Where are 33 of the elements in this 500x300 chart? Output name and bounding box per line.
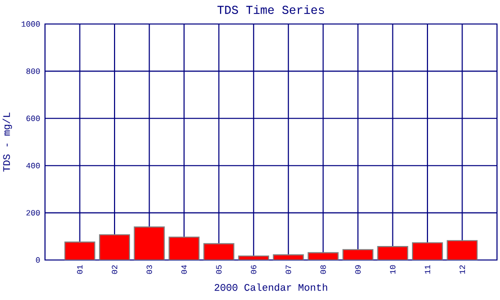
y-tick-label: 0 (36, 257, 40, 263)
y-tick-label: 600 (26, 116, 40, 122)
y-tick-label: 800 (26, 68, 40, 74)
bar (64, 242, 96, 260)
bar (99, 234, 130, 260)
x-tick-label: 01 (77, 265, 82, 274)
x-tick-label: 05 (216, 265, 222, 274)
y-tick-label: 200 (26, 210, 40, 216)
x-tick-label: 04 (181, 265, 187, 274)
bar (238, 255, 270, 260)
x-tick-label: 02 (112, 265, 118, 274)
bar (308, 252, 339, 260)
bar (168, 236, 200, 260)
x-tick-label: 03 (146, 265, 152, 274)
y-axis-title: TDS - mg/L (2, 112, 12, 172)
y-tick-label: 1000 (22, 21, 40, 27)
x-axis-title: 2000 Calendar Month (214, 283, 328, 291)
bar (272, 254, 304, 260)
x-tick-label: 09 (355, 265, 361, 274)
x-tick-label: 11 (424, 265, 430, 274)
x-tick-label: 08 (320, 265, 326, 274)
x-tick-label: 12 (460, 265, 465, 274)
x-tick-label: 10 (390, 265, 396, 274)
y-tick-label: 400 (26, 162, 40, 168)
bar (203, 243, 234, 260)
bar (446, 240, 478, 260)
bar (342, 249, 374, 260)
chart-title: TDS Time Series (217, 5, 324, 14)
x-tick-label: 07 (286, 265, 292, 274)
bar (377, 246, 408, 260)
bar (134, 226, 165, 260)
bar (412, 242, 443, 260)
x-tick-label: 06 (250, 265, 256, 274)
